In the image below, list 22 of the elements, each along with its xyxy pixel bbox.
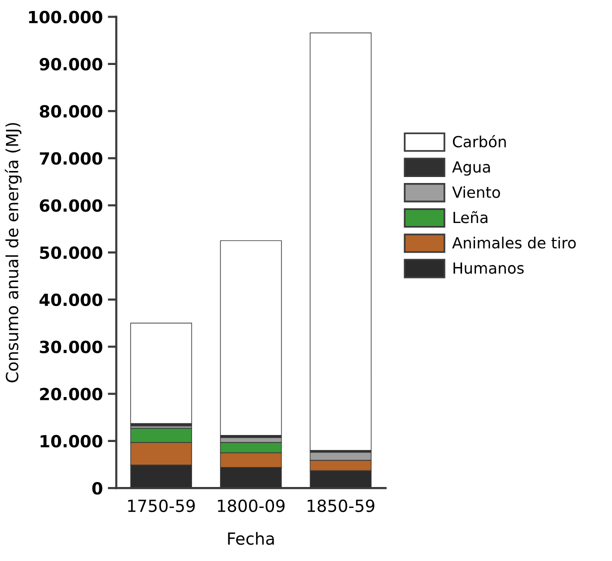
legend-label: Leña <box>454 211 488 224</box>
y-tick-label: 20.000 <box>40 388 102 400</box>
y-tick-label: 70.000 <box>40 152 102 165</box>
y-tick-label: 40.000 <box>40 294 102 306</box>
legend-label: Animales de tiro <box>452 236 576 249</box>
y-tick-label: 50.000 <box>40 246 102 260</box>
x-axis-title: Fecha <box>228 532 274 545</box>
legend-label: Humanos <box>454 262 524 274</box>
x-tick-label: 1800-09 <box>218 499 285 512</box>
y-tick-label: 100.000 <box>29 10 102 24</box>
y-tick-label: 90.000 <box>40 58 102 71</box>
y-tick-label: 80.000 <box>40 105 102 118</box>
y-tick-label: 0 <box>92 482 102 495</box>
x-tick-label: 1850-59 <box>308 499 374 512</box>
y-tick-label: 10.000 <box>40 434 102 448</box>
y-tick-label: 60.000 <box>40 199 102 212</box>
y-tick-label: 30.000 <box>40 340 102 354</box>
legend-label: Viento <box>452 186 500 198</box>
x-tick-label: 1750-59 <box>128 499 195 512</box>
legend-label: Agua <box>452 161 490 176</box>
legend-label: Carbón <box>452 134 506 148</box>
y-axis-title: Consumo anual de energía (MJ) <box>4 123 22 382</box>
